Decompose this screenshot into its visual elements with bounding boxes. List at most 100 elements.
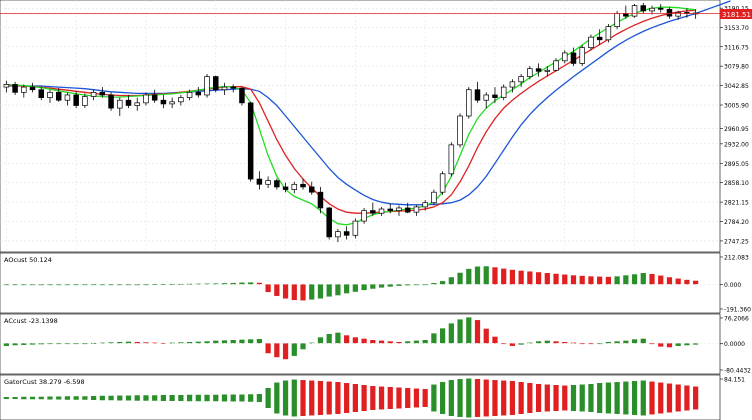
histogram-bar [405, 388, 411, 408]
histogram-bar [492, 267, 498, 285]
histogram-bar [230, 282, 236, 285]
histogram-bar [405, 284, 411, 286]
histogram-bar [125, 284, 132, 286]
candle-body [562, 52, 568, 62]
candle-body [361, 210, 367, 222]
histogram-bar [378, 386, 385, 410]
histogram-bar [178, 342, 184, 344]
axis-tick-label: 0.000 [724, 282, 741, 289]
gator-panel: GatorCust 38.279 -6.598 84.151 [0, 374, 745, 420]
histogram-bar [387, 387, 393, 409]
histogram-bar [213, 340, 219, 344]
candle-body [666, 8, 673, 17]
histogram-bar [195, 394, 201, 402]
histogram-bar [169, 395, 175, 401]
histogram-bar [239, 339, 245, 344]
candle-body [134, 102, 140, 106]
histogram-bar [12, 397, 18, 399]
histogram-bar [474, 320, 481, 344]
histogram-bar [605, 341, 612, 344]
histogram-bar [56, 396, 62, 400]
ao-panel-frame [0, 252, 721, 314]
candle-body [308, 186, 315, 193]
ma-line [6, 0, 731, 206]
histogram-bar [108, 284, 114, 286]
histogram-bar [143, 284, 149, 286]
price-panel: 3190.153153.703116.753079.803042.853005.… [0, 0, 752, 253]
histogram-bar [693, 343, 699, 345]
histogram-bar [675, 343, 681, 346]
candlesticks [3, 3, 699, 243]
histogram-bar [675, 384, 681, 412]
histogram-bar [230, 394, 236, 402]
histogram-bar [457, 319, 463, 344]
histogram-bar [300, 380, 306, 416]
candle-body [274, 180, 280, 188]
histogram-bar [352, 284, 358, 292]
histogram-bar [239, 394, 245, 402]
histogram-bar [518, 270, 524, 285]
ao-histogram [0, 266, 720, 301]
histogram-bar [82, 396, 88, 400]
histogram-bar [344, 335, 350, 344]
candle-body [535, 68, 542, 72]
histogram-bar [623, 381, 629, 415]
histogram-bar [344, 383, 350, 413]
histogram-bar [483, 328, 489, 344]
histogram-bar [248, 282, 254, 285]
price-tick-label: 3116.75 [724, 44, 749, 51]
histogram-bar [640, 338, 646, 344]
histogram-bar [195, 341, 201, 344]
candle-body [649, 7, 655, 12]
histogram-bar [509, 269, 516, 285]
candle-body [640, 5, 647, 12]
axis-tick-label: 0.0000 [724, 341, 745, 348]
candle-body [474, 89, 481, 101]
histogram-bar [588, 276, 594, 285]
histogram-bar [535, 384, 542, 412]
candle-body [108, 94, 114, 109]
candle-body [3, 84, 10, 88]
histogram-bar [597, 343, 603, 345]
histogram-bar [274, 343, 280, 358]
histogram-bar [99, 342, 105, 344]
histogram-bar [518, 343, 524, 345]
candle-body [518, 76, 524, 83]
histogram-bar [666, 383, 673, 413]
candle-body [256, 178, 263, 185]
histogram-bar [12, 343, 18, 346]
histogram-bar [509, 343, 516, 346]
histogram-bar [160, 342, 167, 344]
histogram-bar [448, 277, 454, 285]
histogram-bar [82, 284, 88, 286]
axis-tick-label: 76.2066 [724, 316, 749, 323]
histogram-bar [631, 274, 638, 285]
ao-axis: 212.083 0.000 -191.360 [720, 255, 751, 314]
histogram-bar [309, 284, 315, 300]
histogram-bar [501, 343, 507, 345]
candle-body [378, 208, 385, 214]
candle-body [413, 206, 420, 213]
candle-body [492, 94, 498, 98]
histogram-bar [47, 396, 53, 400]
candle-body [596, 36, 603, 41]
histogram-bar [108, 395, 114, 401]
histogram-bar [544, 340, 550, 344]
histogram-bar [56, 284, 62, 286]
axis-tick-label: -80.4432 [724, 368, 751, 375]
candle-body [457, 115, 463, 146]
candle-body [579, 47, 585, 64]
histogram-bar [152, 284, 158, 286]
candle-body [396, 207, 402, 211]
candle-body [21, 86, 27, 93]
price-tick-label: 2821.15 [724, 200, 749, 207]
candle-body [300, 183, 306, 188]
histogram-bar [230, 339, 236, 344]
histogram-bar [640, 380, 646, 416]
histogram-bar [553, 341, 559, 344]
candle-body [117, 99, 123, 109]
price-tick-label: 2932.00 [724, 141, 749, 148]
histogram-bar [370, 339, 376, 344]
histogram-bar [291, 343, 297, 356]
candle-body [204, 76, 210, 96]
